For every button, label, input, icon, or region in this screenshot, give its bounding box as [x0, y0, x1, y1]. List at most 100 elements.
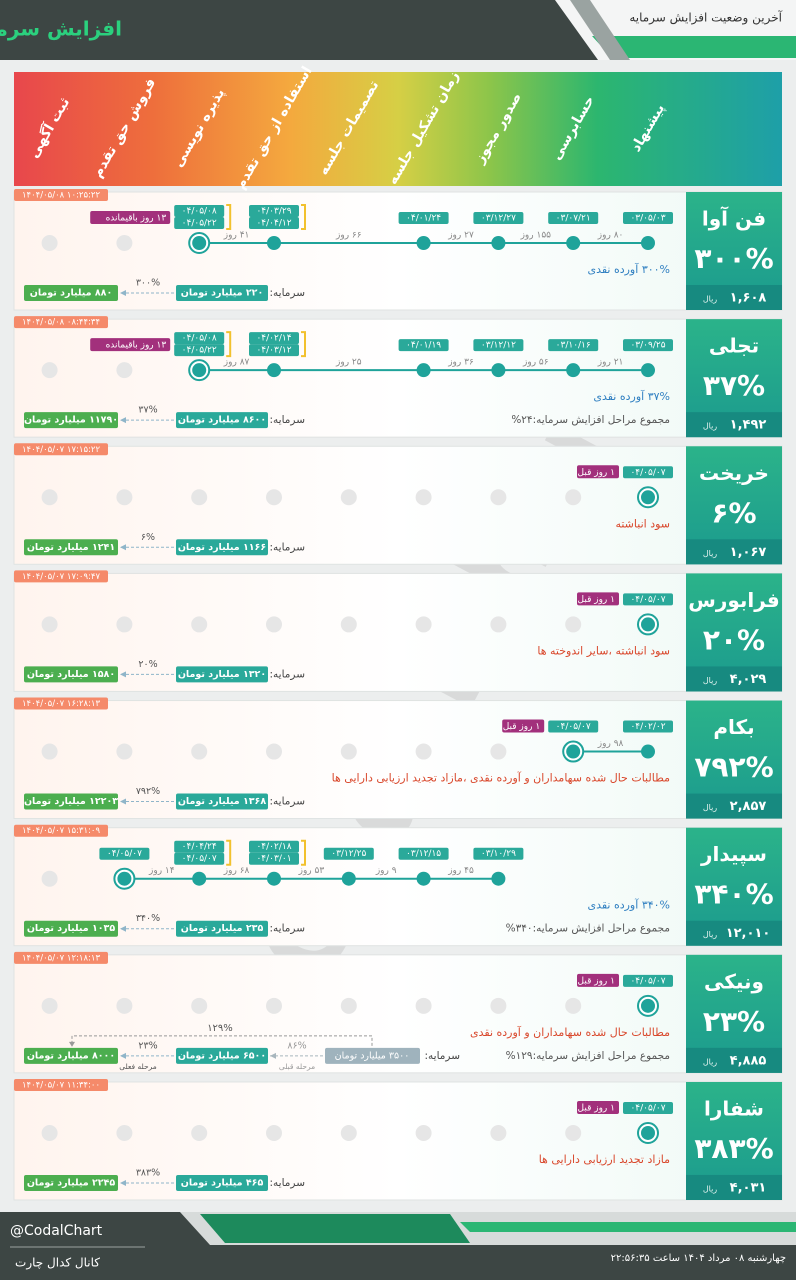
header-dark: [0, 0, 598, 60]
pending-dot: [41, 616, 58, 633]
card: [13, 572, 783, 692]
company-name: سپیدار: [700, 842, 767, 867]
status-tag: ۱ روز قبل: [578, 595, 615, 605]
date-box: [174, 852, 225, 865]
price: ۱,۶۰۸: [730, 291, 767, 306]
capital-to: ۱۲۲۰۳ میلیارد تومان: [24, 796, 118, 807]
page-subtitle: آخرین وضعیت افزایش سرمایه: [629, 10, 782, 26]
arrow-head: [120, 1179, 126, 1186]
date-box: [623, 466, 673, 479]
gap-label: ۸۷ روز: [223, 358, 250, 368]
pending-dot: [266, 489, 282, 506]
pending-dot: [490, 997, 507, 1014]
company-percent: ۳۷%: [703, 369, 765, 402]
gap-label: ۵۳ روز: [298, 866, 325, 876]
company-name: بکام: [713, 715, 754, 739]
price-unit: ریال: [703, 422, 717, 431]
gap-label: ۲۵ روز: [335, 358, 362, 368]
date-bracket: [226, 331, 232, 358]
stage-date: ۰۳/۱۲/۲۵: [331, 849, 366, 859]
card: [13, 700, 783, 820]
price-strip: [686, 666, 782, 692]
pending-dot: [41, 997, 58, 1014]
pending-dot: [565, 1124, 582, 1141]
company-percent: ۲۰%: [703, 623, 765, 656]
description: سود انباشته: [615, 517, 670, 530]
date-box: [174, 344, 225, 357]
gap-label: ۴۱ روز: [223, 231, 250, 241]
capital-to: ۲۲۴۵ میلیارد تومان: [27, 1177, 116, 1188]
stage-dot: [267, 236, 281, 250]
capital-from-box: [176, 285, 268, 301]
timestamp-pill: [14, 824, 108, 837]
stage-date: ۰۴/۰۵/۰۷: [630, 976, 665, 986]
arrow-head: [120, 1052, 126, 1059]
stage-dot: [491, 871, 506, 886]
stage-date: ۰۴/۰۲/۱۴: [256, 334, 291, 344]
date-box: [249, 217, 299, 229]
date-bracket: [226, 839, 232, 866]
pending-dot: [490, 489, 507, 506]
capital-to: ۱۰۳۵ میلیارد تومان: [27, 923, 116, 934]
capital-to-box: [24, 539, 118, 556]
card: [13, 445, 783, 565]
date-box: [623, 212, 673, 224]
capital-to: ۱۲۴۱ میلیارد تومان: [27, 542, 115, 553]
date-box: [99, 847, 150, 860]
arrow-head: [120, 544, 126, 551]
pending-dot: [415, 743, 432, 760]
company-name: شفارا: [704, 1096, 764, 1120]
description: ۳۴۰% آورده نقدی: [587, 898, 670, 912]
price-strip: [686, 539, 782, 565]
timestamp: ۱۴۰۴/۰۵/۰۸ ۰۸:۴۴:۳۴: [22, 318, 100, 328]
stage-dot: [416, 236, 431, 250]
stage-date: ۰۳/۰۷/۲۱: [556, 214, 591, 224]
price-unit: ریال: [703, 1184, 717, 1193]
date-box: [398, 339, 449, 352]
pending-dot: [41, 870, 58, 887]
stage-date: ۰۴/۰۵/۰۷: [630, 1103, 665, 1113]
footer-stripe: [200, 1214, 470, 1243]
price-strip: [686, 793, 782, 819]
pending-dot: [41, 489, 58, 506]
tag-box: [90, 338, 171, 352]
capital-from: ۱۱۶۶ میلیارد تومان: [178, 542, 266, 553]
tag-box: [577, 1100, 619, 1114]
current-dot-core: [117, 871, 132, 886]
date-box: [398, 212, 449, 224]
card: [13, 1081, 783, 1201]
arrow-head: [120, 417, 126, 424]
gap-label: ۹ روز: [375, 866, 397, 876]
capital-from: ۱۳۲۰ میلیارد تومان: [178, 669, 266, 680]
capital-pct: ۳۸۳%: [136, 1167, 160, 1178]
pending-dot: [191, 743, 208, 760]
arrow-head: [120, 925, 126, 932]
capital-pct: ۳۰۰%: [136, 278, 160, 289]
stage-date: ۰۴/۰۵/۰۷: [556, 722, 591, 732]
company-percent: ۶%: [711, 496, 756, 529]
date-bracket: [301, 331, 306, 358]
stage-dot: [192, 871, 207, 886]
pending-dot: [41, 1124, 58, 1141]
stage-date: ۰۴/۰۳/۲۹: [256, 207, 291, 217]
capital-pct: ۲۰%: [138, 659, 157, 670]
current-dot-core: [641, 490, 655, 505]
date-bracket: [301, 204, 306, 230]
footer-stripe: [460, 1222, 796, 1232]
capital-to: ۱۵۸۰ میلیارد تومان: [27, 669, 115, 680]
date-box: [249, 840, 299, 853]
capital-from-box: [176, 539, 268, 556]
capital-to-box: [24, 1047, 118, 1064]
timestamp-pill: [14, 189, 108, 201]
date-box: [174, 840, 225, 853]
pending-dot: [116, 743, 133, 760]
page-title: افزایش سرمایه: [0, 17, 122, 41]
stage-dot: [641, 363, 655, 378]
capital-pct: ۷۹۲%: [136, 786, 160, 797]
date-box: [548, 212, 599, 224]
pending-dot: [116, 616, 133, 633]
stage-date: ۰۳/۰۵/۰۳: [630, 214, 665, 224]
gap-label: ۲۷ روز: [447, 231, 474, 241]
price: ۴,۸۸۵: [730, 1053, 767, 1068]
